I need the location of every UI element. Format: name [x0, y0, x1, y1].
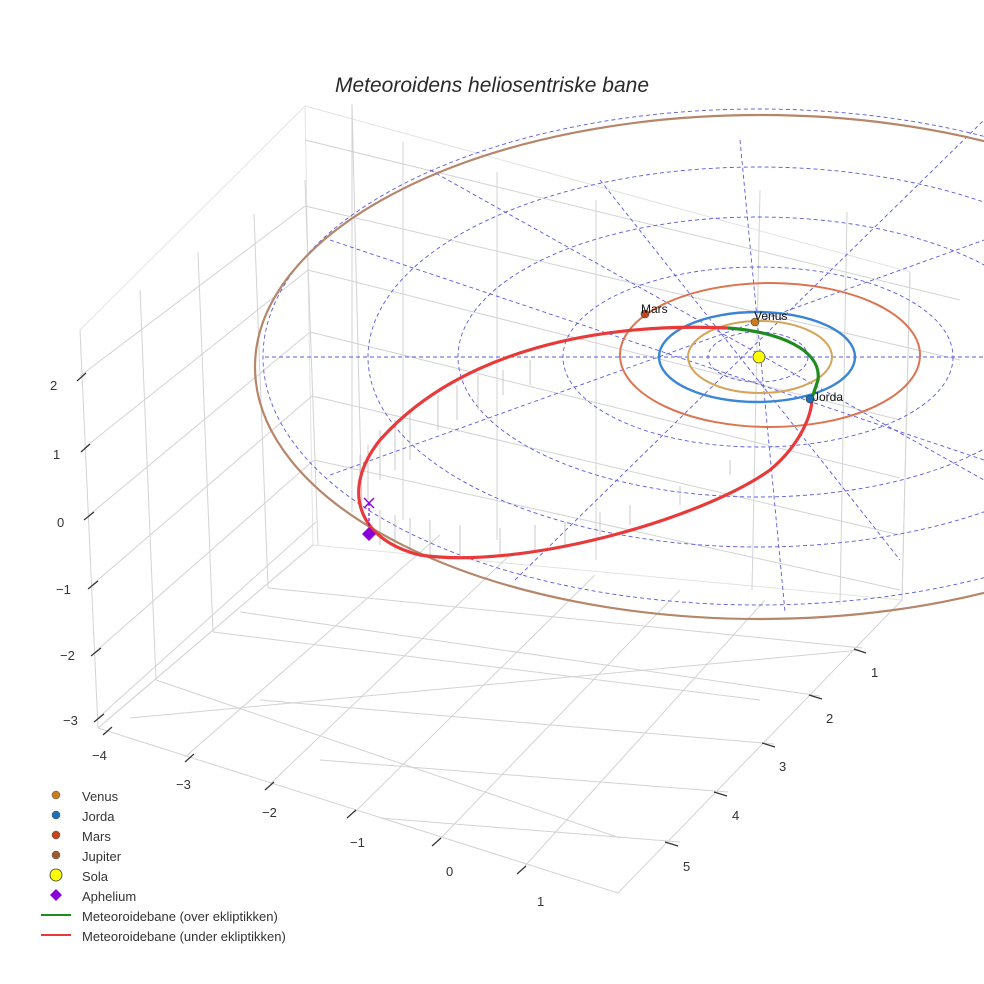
- venus-marker[interactable]: [750, 317, 760, 327]
- x-tick-label: −3: [176, 777, 191, 792]
- diamond-marker-icon: [38, 886, 76, 906]
- meteoroid-orbit-below-ecliptic: [357, 325, 814, 560]
- projection-stems: [359, 360, 731, 556]
- x-tick-label: −4: [92, 748, 107, 763]
- axis-ticks: [76, 372, 867, 875]
- legend-item-jorda[interactable]: Jorda: [38, 806, 286, 826]
- mars-label: Mars: [641, 302, 668, 316]
- z-tick-label: 0: [57, 515, 65, 530]
- circle-marker-icon: [38, 786, 76, 806]
- legend-item-jupiter[interactable]: Jupiter: [38, 846, 286, 866]
- venus-orbit: [687, 320, 833, 394]
- jorda-label: Jorda: [813, 390, 844, 404]
- z-tick-label: −2: [60, 648, 75, 663]
- sun-marker-icon: [38, 866, 76, 886]
- y-tick-label: 4: [732, 808, 740, 823]
- legend-item-sola[interactable]: Sola: [38, 866, 286, 886]
- z-tick-label: 1: [53, 447, 61, 462]
- venus-label: Venus: [754, 309, 788, 323]
- earth-marker[interactable]: [805, 394, 815, 404]
- ecliptic-reference-grid: [262, 108, 984, 613]
- legend: Venus Jorda Mars Jupiter Sola Aphelium: [38, 786, 286, 946]
- circle-marker-icon: [38, 846, 76, 866]
- x-tick-label: −2: [262, 805, 277, 820]
- x-tick-label: 1: [537, 894, 545, 909]
- green-line-icon: [38, 906, 76, 926]
- circle-marker-icon: [38, 806, 76, 826]
- earth-orbit: [657, 310, 857, 404]
- aphelion-marker[interactable]: [362, 527, 376, 541]
- legend-item-mars[interactable]: Mars: [38, 826, 286, 846]
- legend-item-over-ecliptic[interactable]: Meteoroidebane (over ekliptikken): [38, 906, 286, 926]
- mars-orbit: [619, 282, 921, 428]
- aphelion-projection-x-icon: [363, 497, 375, 509]
- red-line-icon: [38, 926, 76, 946]
- mars-marker[interactable]: [640, 309, 650, 319]
- x-tick-label: −1: [350, 835, 365, 850]
- grid-back-walls: [79, 103, 961, 729]
- z-tick-label: −1: [56, 582, 71, 597]
- y-tick-label: 1: [871, 665, 879, 680]
- planet-orbits: [254, 113, 984, 621]
- grid-floor: [97, 534, 903, 894]
- y-tick-label: 2: [826, 711, 834, 726]
- z-tick-label: −3: [63, 713, 78, 728]
- z-tick-label: 2: [50, 378, 58, 393]
- sun-marker[interactable]: [752, 350, 766, 364]
- legend-item-venus[interactable]: Venus: [38, 786, 286, 806]
- legend-item-under-ecliptic[interactable]: Meteoroidebane (under ekliptikken): [38, 926, 286, 946]
- circle-marker-icon: [38, 826, 76, 846]
- jupiter-orbit: [254, 113, 984, 621]
- y-tick-label: 5: [683, 859, 691, 874]
- meteoroid-orbit-above-ecliptic: [727, 326, 820, 399]
- legend-item-aphelium[interactable]: Aphelium: [38, 886, 286, 906]
- chart-title: Meteoroidens heliosentriske bane: [334, 74, 650, 97]
- y-tick-label: 3: [779, 759, 787, 774]
- x-tick-label: 0: [446, 864, 454, 879]
